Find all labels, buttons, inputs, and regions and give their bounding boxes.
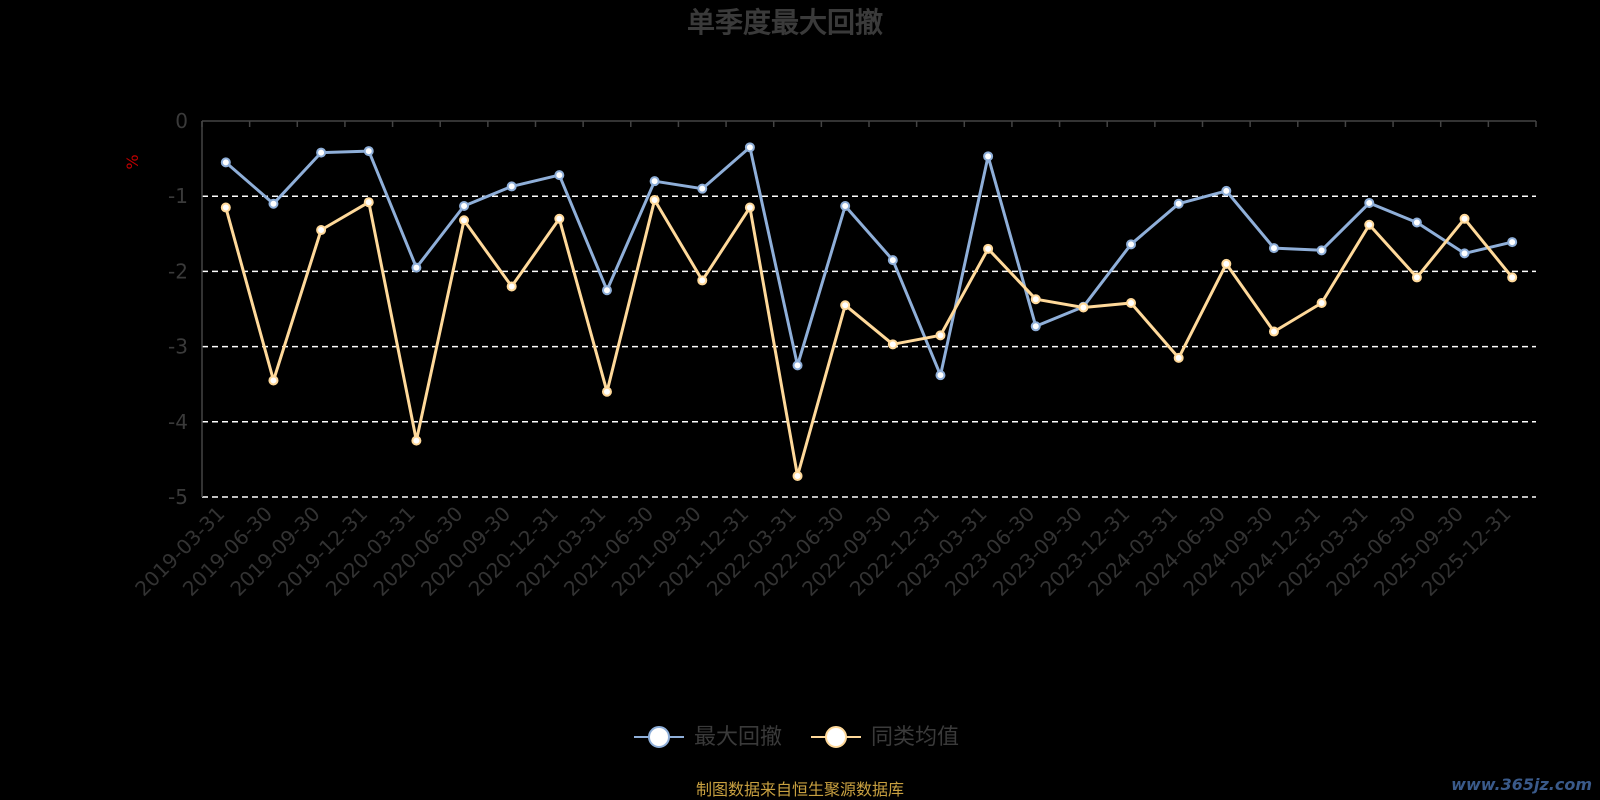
data-point-series-2[interactable] [1173, 352, 1184, 363]
data-point-series-2[interactable] [697, 275, 708, 286]
series-line-1 [224, 145, 1513, 377]
data-point-series-2[interactable] [1316, 297, 1327, 308]
legend[interactable]: 最大回撤 同类均值 [634, 725, 959, 750]
series-points [220, 142, 1518, 481]
data-point-series-1[interactable] [1030, 321, 1041, 332]
data-point-series-2[interactable] [601, 386, 612, 397]
y-tick-label: -3 [168, 335, 188, 359]
data-point-series-2[interactable] [1459, 213, 1470, 224]
data-point-series-1[interactable] [840, 200, 851, 211]
chart-title: 单季度最大回撤 [687, 6, 883, 39]
watermark-logo: www.365jz.com [1451, 775, 1592, 794]
data-point-series-1[interactable] [506, 181, 517, 192]
data-point-series-1[interactable] [935, 370, 946, 381]
data-point-series-1[interactable] [1411, 217, 1422, 228]
data-point-series-2[interactable] [1126, 297, 1137, 308]
source-note: 制图数据来自恒生聚源数据库 [696, 780, 904, 799]
legend-marker-series-2 [825, 726, 847, 748]
data-point-series-2[interactable] [935, 330, 946, 341]
data-point-series-1[interactable] [316, 147, 327, 158]
data-point-series-1[interactable] [792, 360, 803, 371]
data-point-series-1[interactable] [1126, 239, 1137, 250]
y-tick-label: 0 [175, 109, 188, 133]
data-point-series-1[interactable] [1268, 243, 1279, 254]
y-tick-label: -2 [168, 259, 188, 283]
data-point-series-1[interactable] [887, 255, 898, 266]
data-point-series-1[interactable] [1221, 185, 1232, 196]
data-point-series-1[interactable] [1316, 245, 1327, 256]
data-point-series-1[interactable] [411, 262, 422, 273]
data-point-series-2[interactable] [1268, 326, 1279, 337]
data-point-series-2[interactable] [363, 197, 374, 208]
data-point-series-2[interactable] [1411, 272, 1422, 283]
y-tick-labels: 0 -1 -2 -3 -4 -5 [168, 109, 188, 509]
data-point-series-2[interactable] [840, 300, 851, 311]
data-point-series-1[interactable] [554, 170, 565, 181]
data-point-series-2[interactable] [744, 202, 755, 213]
data-point-series-1[interactable] [601, 285, 612, 296]
legend-item-series-2[interactable]: 同类均值 [811, 725, 959, 750]
data-point-series-1[interactable] [363, 146, 374, 157]
series-line-2 [224, 198, 1514, 478]
legend-label-series-2: 同类均值 [871, 725, 959, 750]
data-point-series-1[interactable] [697, 183, 708, 194]
data-point-series-2[interactable] [1507, 272, 1518, 283]
data-point-series-2[interactable] [1030, 294, 1041, 305]
y-axis-unit: % [123, 154, 142, 169]
data-point-series-2[interactable] [316, 225, 327, 236]
data-point-series-2[interactable] [1221, 258, 1232, 269]
data-point-series-1[interactable] [268, 198, 279, 209]
data-point-series-2[interactable] [220, 202, 231, 213]
axes [201, 120, 1537, 497]
data-point-series-2[interactable] [411, 435, 422, 446]
data-point-series-1[interactable] [459, 200, 470, 211]
data-point-series-2[interactable] [649, 194, 660, 205]
data-point-series-2[interactable] [792, 470, 803, 481]
data-point-series-2[interactable] [506, 281, 517, 292]
series-lines [224, 145, 1514, 478]
data-point-series-1[interactable] [744, 142, 755, 153]
grid-lines [202, 195, 1536, 498]
data-point-series-1[interactable] [1173, 198, 1184, 209]
data-point-series-2[interactable] [1078, 302, 1089, 313]
legend-marker-series-1 [648, 726, 670, 748]
data-point-series-1[interactable] [1364, 197, 1375, 208]
y-tick-label: -1 [168, 184, 188, 208]
data-point-series-2[interactable] [983, 243, 994, 254]
legend-item-series-1[interactable]: 最大回撤 [634, 725, 782, 750]
data-point-series-1[interactable] [1459, 248, 1470, 259]
data-point-series-2[interactable] [1364, 219, 1375, 230]
data-point-series-2[interactable] [268, 375, 279, 386]
data-point-series-1[interactable] [649, 176, 660, 187]
data-point-series-2[interactable] [459, 215, 470, 226]
y-tick-label: -4 [168, 410, 188, 434]
data-point-series-1[interactable] [1507, 237, 1518, 248]
x-tick-labels: 2019-03-312019-06-302019-09-302019-12-31… [130, 502, 1516, 601]
data-point-series-2[interactable] [887, 339, 898, 350]
legend-label-series-1: 最大回撤 [694, 725, 782, 750]
data-point-series-1[interactable] [983, 151, 994, 162]
data-point-series-2[interactable] [554, 213, 565, 224]
data-point-series-1[interactable] [220, 157, 231, 168]
y-tick-label: -5 [168, 485, 188, 509]
